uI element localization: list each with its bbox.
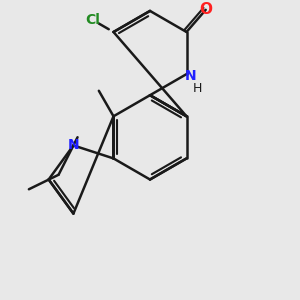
Text: N: N (184, 69, 196, 83)
Text: H: H (193, 82, 202, 95)
Text: Cl: Cl (85, 13, 100, 27)
Text: N: N (68, 138, 79, 152)
Text: O: O (199, 2, 212, 17)
